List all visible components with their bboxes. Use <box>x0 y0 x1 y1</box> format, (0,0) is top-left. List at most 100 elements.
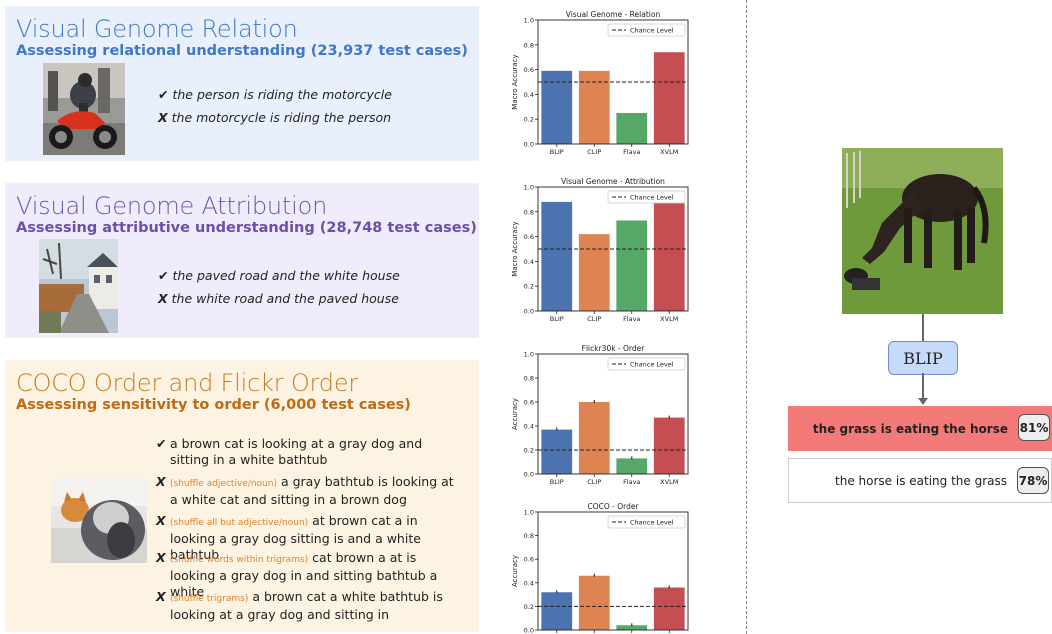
panel-subtitle: Assessing relational understanding (23,9… <box>16 43 468 59</box>
panel-title: COCO Order and Flickr Order <box>16 369 359 397</box>
plot-frame <box>537 511 689 631</box>
check-mark-icon: ✔ <box>158 87 169 102</box>
check-mark-icon: ✔ <box>156 436 167 451</box>
legend-box <box>607 23 686 37</box>
y-tick-label: 0.4 <box>524 423 534 431</box>
coco-flickr-order-panel: COCO Order and Flickr Order Assessing se… <box>5 360 479 632</box>
legend-box <box>607 190 686 204</box>
y-tick-label: 0.2 <box>524 283 534 291</box>
legend-box <box>607 515 686 529</box>
legend-box <box>607 357 686 371</box>
bar-xvlm <box>653 52 685 144</box>
horse-image <box>842 148 1003 314</box>
result-caption: the grass is eating the horse <box>812 421 1008 436</box>
x-tick-label: Flava <box>623 478 640 486</box>
legend-label: Chance Level <box>630 519 674 527</box>
true-caption: ✔ the paved road and the white house <box>158 268 400 283</box>
shuffle-tag: (shuffle words within trigrams) <box>170 555 309 565</box>
y-tick-label: 0.0 <box>524 471 534 479</box>
bar-flava <box>616 625 648 630</box>
y-tick-label: 0.4 <box>524 579 534 587</box>
panel-title: Visual Genome Attribution <box>16 192 328 220</box>
x-tick-label: BLIP <box>550 148 564 156</box>
chart-title: Visual Genome - Attribution <box>561 177 665 186</box>
bar-clip <box>578 575 610 630</box>
y-tick-label: 1.0 <box>524 351 534 359</box>
result-score: 78% <box>1017 467 1049 494</box>
bar-clip <box>578 234 610 311</box>
x-tick-label: Flava <box>623 148 640 156</box>
result-score: 81% <box>1018 414 1050 441</box>
y-axis-label: Accuracy <box>511 398 519 430</box>
result-row: the grass is eating the horse 81% <box>788 406 1052 451</box>
chart-title: COCO - Order <box>587 502 639 511</box>
cross-mark-icon: X <box>158 291 168 306</box>
y-tick-label: 0.0 <box>524 627 534 634</box>
y-tick-label: 0.0 <box>524 141 534 149</box>
bar-blip <box>541 592 573 630</box>
result-row: the horse is eating the grass 78% <box>788 458 1052 503</box>
bar-blip <box>541 201 573 311</box>
y-tick-label: 0.6 <box>524 233 534 241</box>
legend-label: Chance Level <box>630 361 674 369</box>
caption-text: a gray bathtub is looking at a white cat… <box>170 474 454 507</box>
cat-dog-image <box>51 478 147 563</box>
result-caption: the horse is eating the grass <box>835 473 1007 488</box>
shuffle-tag: (shuffle trigrams) <box>170 594 249 604</box>
x-tick-label: BLIP <box>550 315 564 323</box>
vg-relation-chart: Visual Genome - Relation Macro Accuracy 0.… <box>511 10 689 156</box>
model-box: BLIP <box>888 341 958 375</box>
panel-title: Visual Genome Relation <box>16 15 298 43</box>
plot-frame <box>537 353 689 475</box>
y-axis-label: Accuracy <box>511 555 519 587</box>
cross-mark-icon: X <box>158 110 168 125</box>
section-divider <box>746 0 747 634</box>
y-tick-label: 1.0 <box>524 184 534 192</box>
legend-label: Chance Level <box>630 27 674 35</box>
chart-title: Flickr30k - Order <box>582 344 646 353</box>
cross-mark-icon: X <box>156 474 166 489</box>
plot-frame <box>537 186 689 312</box>
check-mark-icon: ✔ <box>158 268 169 283</box>
true-caption: ✔ the person is riding the motorcycle <box>158 87 392 102</box>
motorcycle-image <box>43 63 125 155</box>
y-tick-label: 0.8 <box>524 208 534 216</box>
cross-mark-icon: X <box>156 589 166 604</box>
caption-text: a brown cat a white bathtub is looking a… <box>170 589 443 622</box>
y-tick-label: 0.6 <box>524 66 534 74</box>
y-axis-label: Macro Accuracy <box>511 221 519 276</box>
panel-subtitle: Assessing attributive understanding (28,… <box>16 220 477 236</box>
y-tick-label: 1.0 <box>524 17 534 25</box>
order-caption: X (shuffle words within trigrams) cat bro… <box>156 550 461 600</box>
bar-flava <box>616 113 648 144</box>
coco-order-chart: COCO - Order Accuracy 0.0 0.2 0.4 0.6 0.8 1.0 Ch… <box>511 502 689 634</box>
y-tick-label: 0.8 <box>524 532 534 540</box>
y-tick-label: 0.0 <box>524 308 534 316</box>
order-caption: X (shuffle all but adjective/noun) at bro… <box>156 513 461 563</box>
x-tick-label: XVLM <box>660 478 678 486</box>
plot-frame <box>537 19 689 145</box>
y-tick-label: 0.6 <box>524 399 534 407</box>
chart-title: Visual Genome - Relation <box>566 10 661 19</box>
caption-text: a brown cat is looking at a gray dog and… <box>170 436 423 467</box>
y-tick-label: 0.8 <box>524 41 534 49</box>
y-tick-label: 0.6 <box>524 556 534 564</box>
cross-mark-icon: X <box>156 513 166 528</box>
street-image <box>39 239 118 333</box>
order-caption: X (shuffle adjective/noun) a gray bathtub… <box>156 474 461 508</box>
connector-line <box>922 314 924 341</box>
bar-blip <box>541 429 573 474</box>
x-tick-label: CLIP <box>587 315 601 323</box>
y-tick-label: 1.0 <box>524 509 534 517</box>
panel-subtitle: Assessing sensitivity to order (6,000 te… <box>16 397 411 413</box>
y-tick-label: 0.4 <box>524 91 534 99</box>
caption-text: at brown cat a in looking a gray dog sit… <box>170 513 421 562</box>
y-tick-label: 0.2 <box>524 116 534 124</box>
x-tick-label: Flava <box>623 315 640 323</box>
y-tick-label: 0.2 <box>524 603 534 611</box>
x-tick-label: XVLM <box>660 148 678 156</box>
x-tick-label: BLIP <box>550 478 564 486</box>
x-tick-label: CLIP <box>587 148 601 156</box>
y-tick-label: 0.2 <box>524 447 534 455</box>
